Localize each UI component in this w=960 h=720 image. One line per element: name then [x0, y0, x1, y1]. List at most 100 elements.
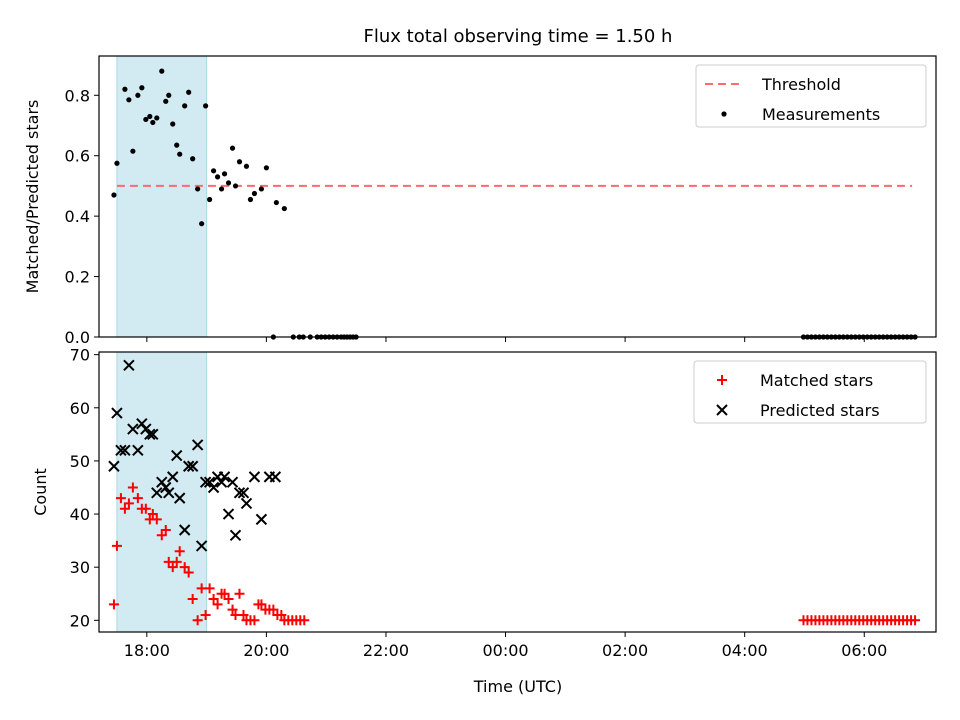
predicted-star-point	[191, 439, 204, 451]
matched-star-point	[179, 562, 190, 573]
matched-star-point	[256, 599, 267, 610]
matched-star-point	[219, 588, 230, 599]
measurement-point	[135, 92, 141, 98]
matched-star-point	[108, 599, 119, 610]
x-tick-label: 18:00	[124, 641, 170, 660]
matched-star-point	[187, 594, 198, 605]
predicted-star-point	[222, 508, 235, 520]
measurement-point	[182, 103, 188, 109]
predicted-star-point	[215, 476, 228, 488]
predicted-star-point	[237, 487, 250, 499]
axes-frame	[98, 55, 937, 338]
measurement-point	[195, 186, 201, 192]
measurement-point	[251, 190, 258, 197]
x-tick-label: 02:00	[602, 641, 648, 660]
matched-star-point	[167, 562, 178, 573]
y-tick-label: 50	[70, 452, 90, 471]
measurement-point	[190, 156, 196, 162]
observing-window-span	[116, 55, 208, 338]
x-tick-label: 06:00	[841, 641, 887, 660]
predicted-star-point	[127, 423, 139, 435]
measurement-point	[166, 92, 172, 98]
measurement-point	[122, 86, 128, 92]
measurement-point	[139, 85, 145, 91]
measurement-point	[273, 199, 279, 206]
measurement-point	[243, 163, 250, 169]
matched-star-point	[276, 609, 287, 620]
x-tick-label: 04:00	[722, 641, 768, 660]
predicted-star-point	[178, 524, 191, 536]
measurement-point	[170, 121, 176, 127]
legend-predicted-swatch	[716, 404, 728, 416]
measurement-point	[177, 151, 183, 157]
measurement-point	[221, 171, 228, 177]
measurement-point	[218, 186, 225, 192]
y-tick-label: 60	[70, 399, 90, 418]
measurement-point	[214, 174, 221, 180]
predicted-star-point	[182, 460, 195, 472]
predicted-star-point	[269, 471, 282, 483]
legend-label: Measurements	[762, 105, 880, 124]
matched-star-point	[192, 615, 203, 626]
y-tick-label: 0.4	[65, 207, 90, 226]
predicted-star-point	[115, 444, 127, 456]
matched-star-point	[299, 615, 310, 626]
axes-frame	[98, 351, 937, 633]
predicted-star-point	[147, 428, 159, 441]
matched-star-point	[204, 583, 215, 594]
matched-star-point	[208, 594, 219, 605]
legend-measurement-swatch	[721, 111, 727, 117]
predicted-star-point	[171, 449, 183, 462]
matched-star-point	[268, 604, 279, 615]
measurement-point	[150, 119, 156, 126]
legend-label: Predicted stars	[760, 401, 880, 420]
y-axis-label: Matched/Predicted stars	[23, 100, 42, 294]
matched-star-point	[234, 588, 245, 599]
predicted-star-point	[255, 513, 268, 526]
matched-star-point	[160, 524, 171, 535]
predicted-star-point	[248, 471, 261, 483]
matched-star-point	[910, 615, 921, 626]
matched-star-point	[171, 556, 182, 567]
measurement-point	[130, 148, 136, 154]
predicted-star-point	[218, 471, 231, 483]
measurement-point	[159, 68, 165, 74]
predicted-star-point	[144, 428, 156, 441]
predicted-star-point	[160, 481, 172, 494]
predicted-star-point	[119, 444, 131, 456]
matched-star-point	[227, 604, 238, 615]
matched-star-point	[238, 609, 249, 620]
predicted-star-point	[132, 444, 144, 456]
matched-star-point	[223, 594, 234, 605]
predicted-star-point	[199, 476, 212, 488]
measurement-point	[111, 192, 117, 198]
predicted-star-point	[167, 471, 179, 483]
predicted-star-point	[108, 460, 120, 472]
matched-star-point	[140, 503, 151, 514]
measurement-point	[143, 116, 149, 123]
measurement-point	[229, 145, 236, 151]
legend-matched-swatch	[717, 375, 727, 385]
x-tick-label: 20:00	[243, 641, 289, 660]
measurement-point	[236, 159, 243, 165]
ratio-panel: 0.0 0.2 0.4 0.6 0.8 Matched/Predicted stars Th…	[23, 55, 937, 347]
matched-star-point	[127, 482, 138, 493]
matched-star-point	[174, 546, 185, 557]
measurement-point	[154, 115, 160, 121]
predicted-star-point	[174, 492, 186, 504]
matched-star-point	[249, 615, 260, 626]
predicted-star-point	[207, 481, 220, 494]
matched-star-point	[147, 509, 158, 520]
matched-star-point	[156, 530, 167, 541]
y-tick-label: 0.6	[65, 147, 90, 166]
x-tick-label: 22:00	[363, 641, 409, 660]
matched-star-point	[200, 609, 211, 620]
x-axis-label: Time (UTC)	[473, 677, 562, 696]
y-tick-label: 0.8	[65, 86, 90, 105]
x-tick-label: 00:00	[482, 641, 528, 660]
measurement-point	[232, 183, 239, 189]
predicted-star-point	[240, 497, 253, 510]
matched-star-point	[123, 498, 134, 509]
measurement-point	[199, 221, 205, 227]
